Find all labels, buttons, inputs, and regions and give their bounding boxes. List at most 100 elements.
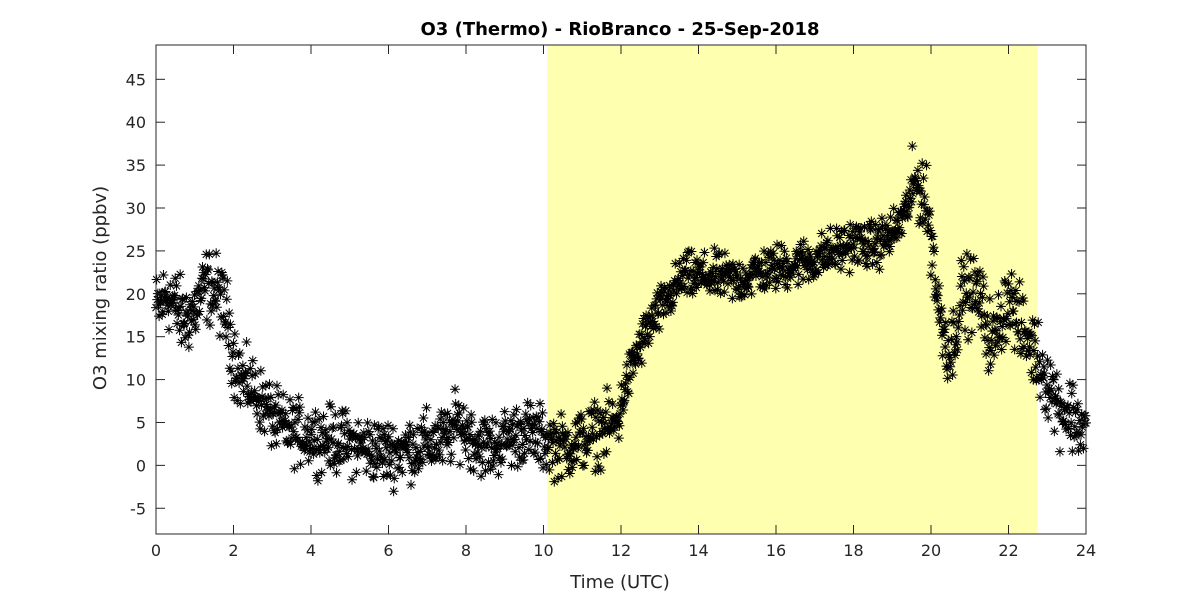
data-point: [204, 320, 215, 331]
data-point: [688, 266, 699, 277]
data-point: [546, 434, 557, 445]
data-point: [827, 242, 838, 253]
data-point: [999, 276, 1010, 287]
data-point: [781, 253, 792, 264]
data-point: [678, 253, 689, 264]
data-point: [850, 232, 861, 243]
data-point: [964, 292, 975, 303]
data-point: [837, 255, 848, 266]
data-point: [574, 412, 585, 423]
data-point: [977, 292, 988, 303]
data-point: [630, 359, 641, 370]
data-point: [249, 385, 260, 396]
data-point: [734, 259, 745, 270]
data-point: [674, 258, 685, 269]
data-point: [702, 275, 713, 286]
data-point: [521, 434, 532, 445]
data-point: [193, 286, 204, 297]
data-point: [586, 408, 597, 419]
data-point: [411, 451, 422, 462]
data-point: [270, 427, 281, 438]
data-point: [703, 270, 714, 281]
data-point: [234, 348, 245, 359]
data-point: [437, 432, 448, 443]
data-point: [835, 264, 846, 275]
data-point: [1013, 326, 1024, 337]
data-point: [1018, 296, 1029, 307]
data-point: [1077, 422, 1088, 433]
data-point: [401, 439, 412, 450]
data-point: [175, 301, 186, 312]
data-point: [286, 422, 297, 433]
data-point: [453, 400, 464, 411]
data-point: [157, 306, 168, 317]
data-point: [879, 236, 890, 247]
data-point: [368, 472, 379, 483]
data-point: [919, 199, 930, 210]
x-axis-ticks: 0 2 4 6 8 10 12 14 16 18 20 22 24: [151, 45, 1096, 560]
data-point: [245, 363, 256, 374]
data-point: [285, 439, 296, 450]
data-point: [718, 276, 729, 287]
data-point: [834, 249, 845, 260]
data-point: [678, 281, 689, 292]
data-point: [386, 455, 397, 466]
data-point: [178, 320, 189, 331]
data-point: [479, 415, 490, 426]
data-point: [969, 267, 980, 278]
data-point: [387, 423, 398, 434]
data-point: [242, 381, 253, 392]
data-point: [683, 273, 694, 284]
data-point: [332, 440, 343, 451]
data-point: [234, 378, 245, 389]
data-point: [649, 319, 660, 330]
data-point: [883, 225, 894, 236]
data-point: [366, 453, 377, 464]
data-point: [937, 350, 948, 361]
data-point: [631, 340, 642, 351]
data-point: [1028, 374, 1039, 385]
data-point: [221, 294, 232, 305]
data-point: [867, 259, 878, 270]
data-point: [294, 402, 305, 413]
data-point: [937, 330, 948, 341]
data-point: [968, 287, 979, 298]
data-point: [657, 300, 668, 311]
data-point: [684, 269, 695, 280]
data-point: [401, 437, 412, 448]
data-point: [250, 368, 261, 379]
data-point: [935, 312, 946, 323]
data-point: [792, 260, 803, 271]
data-point: [973, 307, 984, 317]
data-point: [520, 409, 531, 420]
data-point: [1060, 419, 1071, 430]
data-point: [188, 314, 199, 325]
data-point: [960, 325, 971, 336]
data-point: [316, 467, 327, 478]
data-point: [376, 452, 387, 463]
data-point: [505, 437, 516, 448]
data-point: [474, 451, 485, 462]
data-point: [217, 269, 228, 280]
data-point: [270, 400, 281, 411]
data-point: [986, 335, 997, 346]
data-point: [319, 447, 330, 458]
data-point: [433, 445, 444, 456]
data-point: [1061, 424, 1072, 435]
data-point: [490, 446, 501, 457]
data-point: [592, 451, 603, 462]
data-point: [1041, 403, 1052, 414]
data-point: [732, 284, 743, 295]
data-point: [730, 266, 741, 277]
data-point: [621, 359, 632, 370]
data-point: [809, 257, 820, 268]
data-point: [247, 355, 258, 366]
y-tick-label: 0: [136, 456, 146, 475]
data-point: [1047, 371, 1058, 382]
data-point: [423, 441, 434, 452]
data-point: [976, 311, 987, 322]
data-point: [953, 316, 964, 327]
data-point: [693, 279, 704, 290]
data-point: [681, 255, 692, 266]
data-point: [953, 322, 964, 333]
